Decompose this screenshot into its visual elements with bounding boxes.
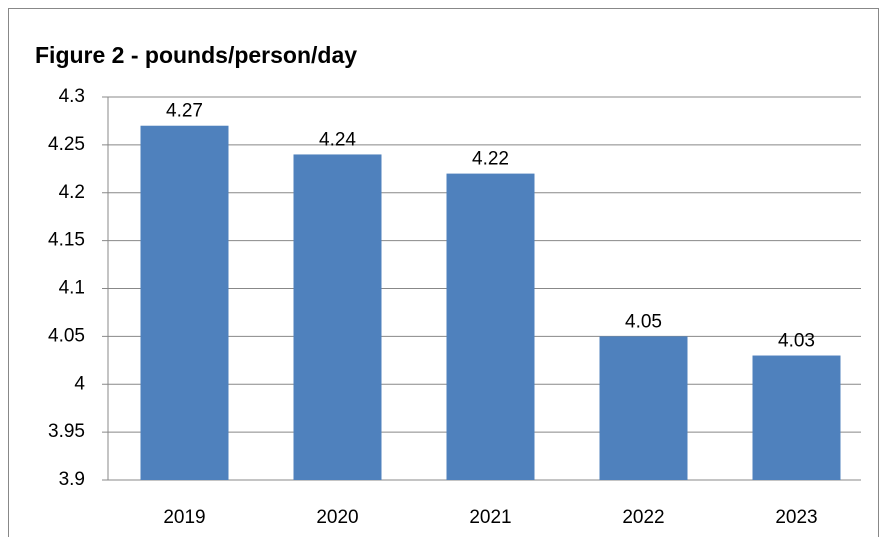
x-tick-label: 2023 — [775, 507, 817, 528]
data-label: 4.22 — [472, 149, 509, 170]
y-tick-label: 3.9 — [59, 469, 85, 490]
bar — [599, 336, 688, 480]
y-tick-label: 4.15 — [48, 230, 85, 251]
y-tick-label: 4.2 — [59, 182, 85, 203]
chart-title: Figure 2 - pounds/person/day — [35, 42, 357, 68]
x-tick-label: 2021 — [469, 507, 511, 528]
x-tick-label: 2020 — [316, 507, 358, 528]
bar — [140, 125, 229, 480]
data-label: 4.03 — [778, 331, 815, 352]
x-tick-label: 2019 — [163, 507, 205, 528]
x-tick-label: 2022 — [622, 507, 664, 528]
data-label: 4.27 — [166, 101, 203, 122]
data-label: 4.05 — [625, 311, 662, 332]
y-tick-label: 4.05 — [48, 325, 85, 346]
y-tick-label: 4 — [74, 373, 85, 394]
chart-border — [8, 8, 879, 537]
y-tick-label: 3.95 — [48, 421, 85, 442]
y-tick-label: 4.3 — [59, 86, 85, 107]
bar — [446, 173, 535, 480]
bar — [752, 355, 841, 480]
bar — [293, 154, 382, 480]
y-tick-label: 4.25 — [48, 134, 85, 155]
data-label: 4.24 — [319, 129, 356, 150]
y-tick-label: 4.1 — [59, 278, 85, 299]
